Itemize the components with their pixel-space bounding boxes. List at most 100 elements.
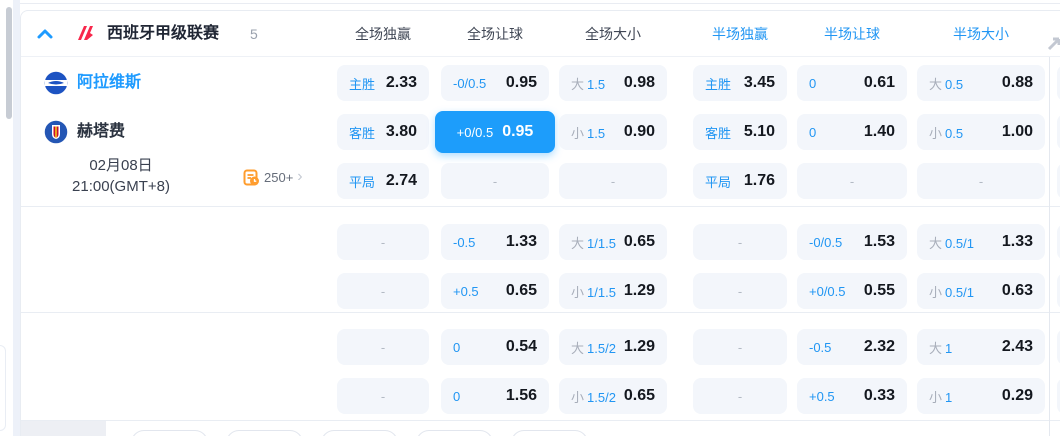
odds-label: 小 1.5 [571,125,606,141]
odds-label: 0 [809,75,817,91]
odds-cell[interactable]: 小 1/1.5 1.29 [559,273,667,309]
odds-cell[interactable]: -0.5 2.32 [797,329,907,365]
scrollbar-thumb[interactable] [6,7,12,119]
more-markets-count: 250+ [264,170,294,185]
odds-cell[interactable]: +0.5 0.33 [797,378,907,414]
filter-pill[interactable] [511,430,588,436]
odds-cell[interactable]: -0.5 1.33 [441,224,549,260]
league-match-count: 5 [250,26,258,42]
odds-cell[interactable]: 小 1.5/2 0.65 [559,378,667,414]
odds-cell[interactable]: 主胜 3.45 [693,65,787,101]
chevron-up-icon[interactable] [34,23,56,45]
more-markets-link[interactable]: 250+ › [243,167,303,186]
home-team-name[interactable]: 阿拉维斯 [77,74,142,91]
odds-label-prefix: 小 [929,125,943,141]
odds-cell-empty: - [693,273,787,309]
odds-value: 3.80 [385,123,417,140]
odds-label-prefix: 大 [571,76,585,92]
filter-pill[interactable] [226,430,303,436]
filter-pill[interactable] [416,430,493,436]
odds-value: 0.88 [1001,74,1033,91]
odds-label-prefix: 小 [929,389,943,405]
odds-value: 1.56 [505,387,537,404]
odds-value: 0.55 [863,282,895,299]
markets-list-icon [243,169,259,186]
league-name[interactable]: 西班牙甲级联赛 [107,25,220,42]
odds-label: -0.5 [453,234,476,250]
filter-pill[interactable] [321,430,398,436]
odds-cell-empty: - [693,329,787,365]
home-team-row[interactable]: 阿拉维斯 [21,65,331,101]
pin-arrow-icon[interactable] [1047,37,1060,51]
odds-cell-empty: - [337,224,429,260]
odds-value: 1.33 [1001,233,1033,250]
odds-cell[interactable]: 平局 2.74 [337,163,429,199]
odds-cell-cutoff [1057,224,1060,260]
odds-label-prefix: 大 [929,76,943,92]
odds-cell-cutoff [1057,329,1060,365]
home-team-logo [43,70,69,96]
chevron-right-icon: › [297,167,303,185]
odds-label: 0 [453,388,461,404]
odds-cell[interactable]: 主胜 2.33 [337,65,429,101]
odds-cell[interactable]: +0.5 0.65 [441,273,549,309]
side-drawer-handle[interactable] [0,345,6,431]
column-header-full-handicap[interactable]: 全场让球 [467,26,523,42]
empty-dash: - [380,283,386,299]
odds-cell[interactable]: 0 0.54 [441,329,549,365]
away-team-name[interactable]: 赫塔费 [77,123,126,140]
column-header-half-win[interactable]: 半场独赢 [712,26,768,42]
odds-cell-empty: - [441,163,549,199]
odds-cell[interactable]: 0 1.40 [797,114,907,150]
odds-label: -0/0.5 [453,75,487,91]
odds-cell[interactable]: 小 1.5 0.90 [559,114,667,150]
next-row-label-area [21,421,106,436]
odds-value: 2.33 [385,74,417,91]
odds-cell[interactable]: 小 0.5 1.00 [917,114,1045,150]
odds-cell[interactable]: 大 1 2.43 [917,329,1045,365]
odds-cell[interactable]: 客胜 3.80 [337,114,429,150]
odds-cell[interactable]: 小 0.5/1 0.63 [917,273,1045,309]
odds-label: 大 1.5/2 [571,340,616,356]
odds-value: 0.63 [1001,282,1033,299]
odds-cell-cutoff [1057,65,1060,101]
odds-label: 主胜 [705,76,732,92]
odds-cell[interactable]: 0 1.56 [441,378,549,414]
odds-cell[interactable]: 0 0.61 [797,65,907,101]
odds-label-prefix: 小 [929,284,943,300]
odds-value: 1.29 [623,338,655,355]
odds-cell[interactable]: -0/0.5 1.53 [797,224,907,260]
empty-dash: - [737,283,743,299]
empty-dash: - [737,339,743,355]
odds-cell[interactable]: +0/0.5 0.55 [797,273,907,309]
odds-label-prefix: 小 [571,125,585,141]
away-team-row[interactable]: 赫塔费 [21,114,331,150]
odds-cell[interactable]: 大 1.5 0.98 [559,65,667,101]
page-left-rail [13,0,20,436]
odds-cell-empty: - [337,329,429,365]
filter-pill[interactable] [131,430,208,436]
odds-cell[interactable]: -0/0.5 0.95 [441,65,549,101]
odds-label: 0 [809,124,817,140]
column-header-full-win[interactable]: 全场独赢 [355,26,411,42]
column-header-full-overunder[interactable]: 全场大小 [585,26,641,42]
column-header-half-handicap[interactable]: 半场让球 [824,26,880,42]
odds-cell-empty: - [693,224,787,260]
match-date: 02月08日 [89,157,153,174]
odds-label: 大 1/1.5 [571,235,616,251]
odds-cell[interactable]: 小 1 0.29 [917,378,1045,414]
odds-value: 1.40 [863,123,895,140]
column-header-half-overunder[interactable]: 半场大小 [953,26,1009,42]
league-logo-icon [78,26,93,40]
odds-label: +0/0.5 [809,283,846,299]
odds-cell[interactable]: 大 1.5/2 1.29 [559,329,667,365]
odds-label: 小 1.5/2 [571,389,616,405]
odds-cell[interactable]: 大 0.5/1 1.33 [917,224,1045,260]
odds-cell[interactable]: 大 1/1.5 0.65 [559,224,667,260]
odds-cell[interactable]: 客胜 5.10 [693,114,787,150]
odds-cell-empty: - [559,163,667,199]
odds-cell[interactable]: 平局 1.76 [693,163,787,199]
empty-dash: - [380,234,386,250]
odds-cell[interactable]: +0/0.5 0.95 [435,111,555,153]
odds-cell[interactable]: 大 0.5 0.88 [917,65,1045,101]
